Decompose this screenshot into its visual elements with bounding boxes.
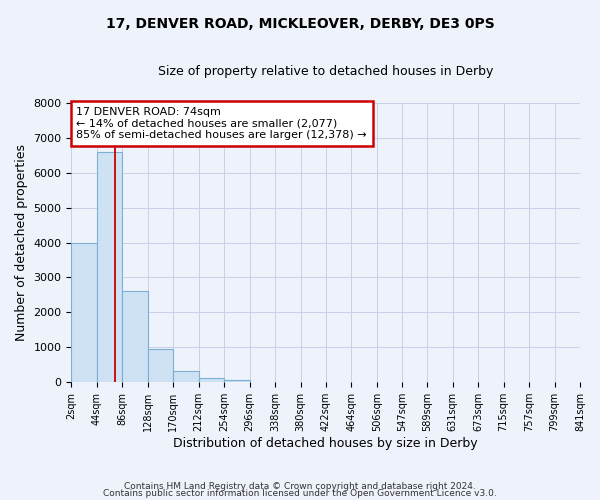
- Text: Contains HM Land Registry data © Crown copyright and database right 2024.: Contains HM Land Registry data © Crown c…: [124, 482, 476, 491]
- X-axis label: Distribution of detached houses by size in Derby: Distribution of detached houses by size …: [173, 437, 478, 450]
- Bar: [224, 380, 250, 382]
- Bar: [173, 370, 199, 382]
- Bar: [148, 349, 173, 382]
- Bar: [199, 378, 224, 382]
- Bar: [97, 152, 122, 382]
- Bar: [122, 292, 148, 382]
- Text: Contains public sector information licensed under the Open Government Licence v3: Contains public sector information licen…: [103, 490, 497, 498]
- Bar: [71, 242, 97, 382]
- Y-axis label: Number of detached properties: Number of detached properties: [15, 144, 28, 341]
- Title: Size of property relative to detached houses in Derby: Size of property relative to detached ho…: [158, 65, 493, 78]
- Text: 17 DENVER ROAD: 74sqm
← 14% of detached houses are smaller (2,077)
85% of semi-d: 17 DENVER ROAD: 74sqm ← 14% of detached …: [76, 107, 367, 140]
- Text: 17, DENVER ROAD, MICKLEOVER, DERBY, DE3 0PS: 17, DENVER ROAD, MICKLEOVER, DERBY, DE3 …: [106, 18, 494, 32]
